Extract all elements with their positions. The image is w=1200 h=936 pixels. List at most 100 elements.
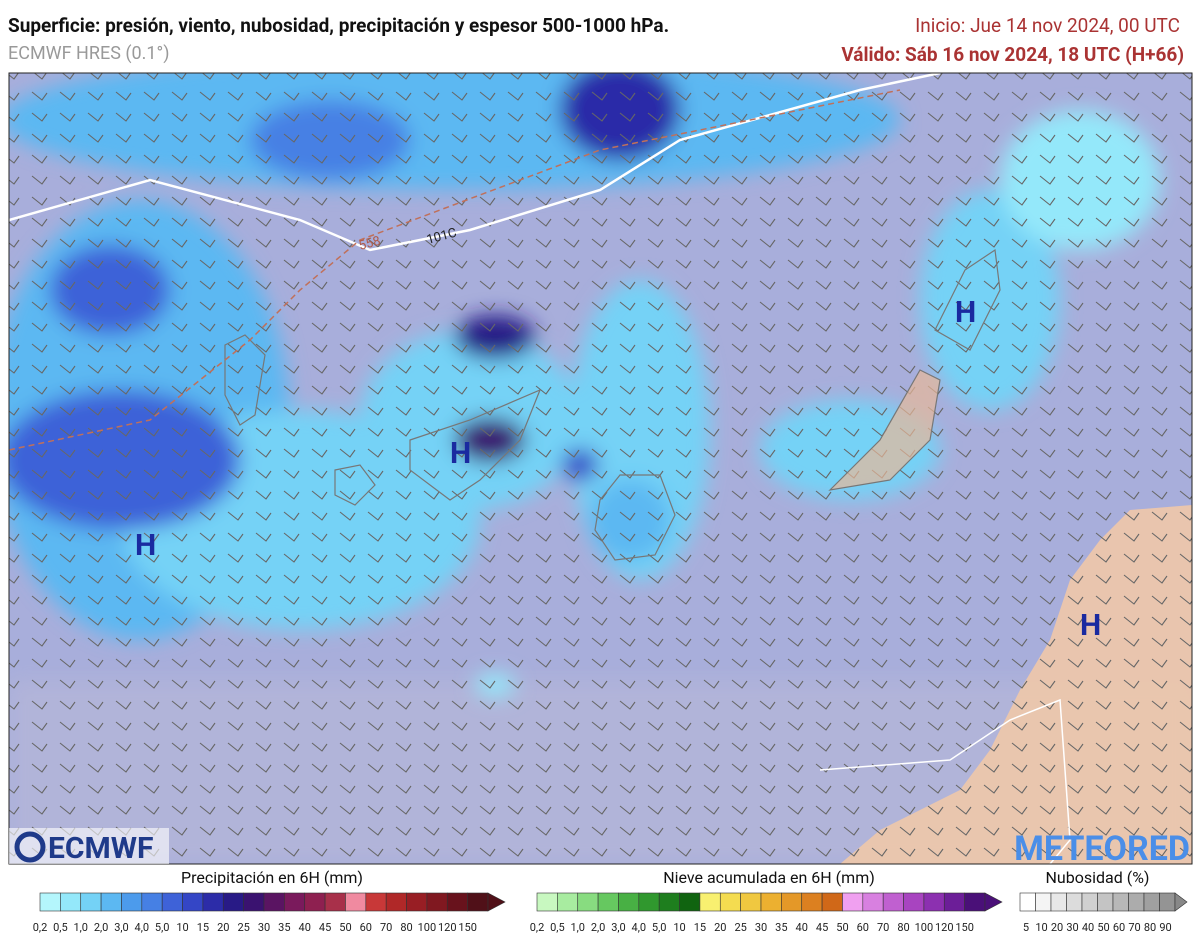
legend-arrow [984, 892, 1003, 912]
legend-swatch [406, 892, 428, 912]
legend-swatch [679, 892, 701, 912]
legend-label: 30 [1066, 921, 1078, 934]
legend-swatch [719, 892, 741, 912]
pressure-label: H [955, 295, 976, 330]
legend-label: 120 [438, 921, 457, 934]
legend-swatch [161, 892, 183, 912]
legend-swatch [365, 892, 387, 912]
legend-swatch [1019, 892, 1036, 912]
legend-title: Nubosidad (%) [1046, 868, 1150, 887]
legend-label: 60 [360, 921, 372, 934]
legend-label: 50 [339, 921, 351, 934]
legend-title: Nieve acumulada en 6H (mm) [663, 868, 875, 887]
pressure-label: H [450, 436, 471, 471]
legend-swatch [1066, 892, 1083, 912]
legend-label: 10 [1035, 921, 1047, 934]
legend-label: 60 [857, 921, 869, 934]
legend-label: 25 [237, 921, 249, 934]
legend-label: 35 [775, 921, 787, 934]
legend-swatch [202, 892, 224, 912]
legend-label: 20 [714, 921, 726, 934]
legend-label: 20 [1051, 921, 1063, 934]
legend-label: 90 [1159, 921, 1171, 934]
legend-swatch [1143, 892, 1160, 912]
logo-ecmwf: ECMWF [48, 831, 153, 866]
legend-label: 0,2 [530, 921, 545, 934]
legend-swatch [182, 892, 204, 912]
legend-swatch [1159, 892, 1176, 912]
legend-label: 70 [877, 921, 889, 934]
legend-label: 1,0 [570, 921, 585, 934]
legend-label: 50 [836, 921, 848, 934]
legend-title: Precipitación en 6H (mm) [181, 868, 363, 887]
legend-swatch [1128, 892, 1145, 912]
legend-swatch [304, 892, 326, 912]
legend-label: 0,2 [33, 921, 48, 934]
title: Superficie: presión, viento, nubosidad, … [8, 14, 670, 37]
legend-swatch [842, 892, 864, 912]
wind-barbs [9, 73, 1192, 864]
legend-swatch [426, 892, 448, 912]
legend-label: 100 [915, 921, 934, 934]
legend-label: 40 [1082, 921, 1094, 934]
legend-swatch [618, 892, 640, 912]
legend-swatch [658, 892, 680, 912]
legend-swatch [577, 892, 599, 912]
legend-swatch [1097, 892, 1114, 912]
legend-label: 2,0 [94, 921, 109, 934]
legend-swatch [80, 892, 102, 912]
legend-swatch [699, 892, 721, 912]
legend-label: 80 [1144, 921, 1156, 934]
legend-label: 3,0 [611, 921, 626, 934]
logo-mark [14, 831, 46, 863]
legend-swatch [638, 892, 660, 912]
legend-label: 5,0 [155, 921, 170, 934]
legend-swatch [781, 892, 803, 912]
legend-swatch [446, 892, 468, 912]
pressure-label: H [135, 528, 156, 563]
legend-label: 50 [1097, 921, 1109, 934]
legend-swatch [467, 892, 489, 912]
legend-swatch [1112, 892, 1129, 912]
legend-swatch [903, 892, 925, 912]
legend-label: 150 [955, 921, 974, 934]
thickness-line [9, 89, 901, 451]
legend-label: 5,0 [652, 921, 667, 934]
legend-swatch [740, 892, 762, 912]
islands [224, 248, 1001, 561]
legend-swatch [760, 892, 782, 912]
legend-label: 100 [418, 921, 437, 934]
legend-arrow [1174, 892, 1188, 912]
legend-swatch [263, 892, 285, 912]
legend-swatch [882, 892, 904, 912]
legend-swatch [284, 892, 306, 912]
legend-label: 4,0 [632, 921, 647, 934]
legend-label: 60 [1113, 921, 1125, 934]
legend-swatch [1035, 892, 1052, 912]
legend-label: 45 [816, 921, 828, 934]
legend-label: 1,0 [73, 921, 88, 934]
legend-label: 70 [1128, 921, 1140, 934]
legend-swatch [243, 892, 265, 912]
legend-label: 70 [380, 921, 392, 934]
legend-label: 2,0 [591, 921, 606, 934]
legend-swatch [923, 892, 945, 912]
legend-label: 10 [673, 921, 685, 934]
legend-label: 35 [278, 921, 290, 934]
legend-label: 150 [458, 921, 477, 934]
pressure-label: H [1080, 608, 1101, 643]
legend-swatch [964, 892, 986, 912]
legend-swatch [60, 892, 82, 912]
legend-swatch [141, 892, 163, 912]
legend-swatch [385, 892, 407, 912]
isobar [819, 698, 1071, 864]
legend-swatch [943, 892, 965, 912]
legend-swatch [801, 892, 823, 912]
valid-time: Válido: Sáb 16 nov 2024, 18 UTC (H+66) [841, 43, 1184, 66]
legend-swatch [345, 892, 367, 912]
legend-label: 15 [197, 921, 209, 934]
legend-label: 40 [299, 921, 311, 934]
legend-label: 30 [258, 921, 270, 934]
